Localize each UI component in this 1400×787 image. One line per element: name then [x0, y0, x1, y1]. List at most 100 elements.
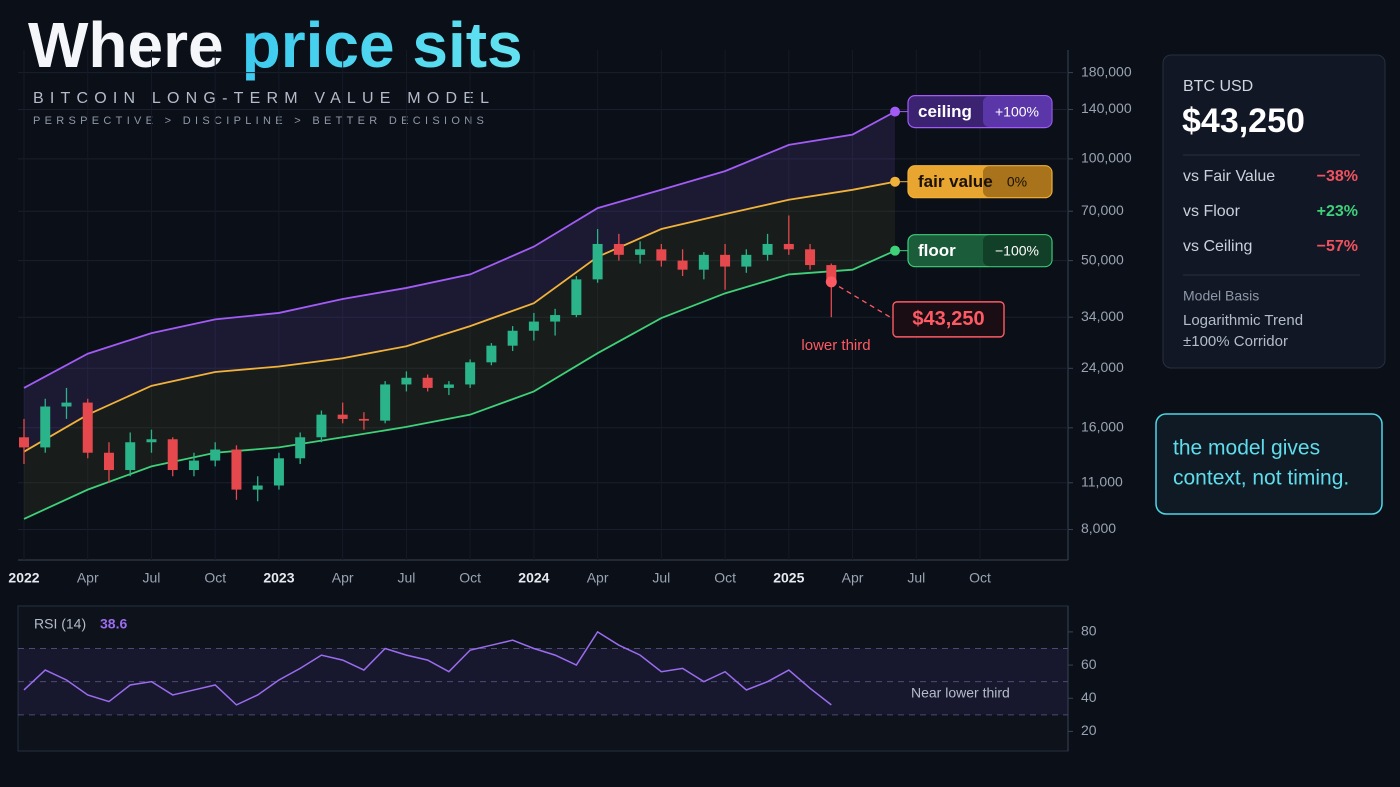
candle-body — [231, 449, 242, 490]
note-box — [1155, 413, 1383, 515]
basis-line: Logarithmic Trend — [1183, 312, 1303, 329]
pill-seg — [983, 96, 1052, 128]
x-tick-label: Oct — [459, 570, 481, 586]
pill-name: ceiling — [918, 102, 972, 121]
pill-tag: 0% — [1007, 173, 1027, 189]
y-tick-label: 80 — [1081, 623, 1097, 639]
tagline: PERSPECTIVE > DISCIPLINE > BETTER DECISI… — [33, 115, 488, 127]
y-tick-label: 180,000 — [1081, 63, 1132, 79]
callout-line — [830, 281, 894, 320]
row-value: −38% — [1317, 168, 1358, 185]
x-tick-label: Apr — [332, 570, 354, 586]
candle-body — [507, 330, 518, 346]
basis-title: Model Basis — [1183, 288, 1259, 304]
x-tick-label: Apr — [587, 570, 609, 586]
candle-body — [61, 402, 72, 407]
candle-body — [741, 254, 752, 267]
x-tick-label: Jul — [907, 570, 925, 586]
price: $43,250 — [1182, 102, 1305, 140]
x-tick-label: Oct — [714, 570, 736, 586]
row-value: −57% — [1317, 238, 1358, 255]
y-tick-label: 8,000 — [1081, 520, 1116, 536]
pill-name: fair value — [918, 172, 993, 191]
y-tick-label: 70,000 — [1081, 202, 1124, 218]
x-tick-label: 2024 — [518, 570, 549, 586]
candle-body — [167, 439, 178, 471]
band-line — [23, 180, 896, 453]
candle-body — [465, 362, 476, 385]
candle-body — [19, 437, 29, 448]
rsi-title: RSI (14) — [34, 616, 86, 632]
rsi-panel — [17, 605, 1069, 752]
candle-body — [380, 384, 391, 421]
candle-body — [635, 249, 646, 255]
candle-body — [252, 485, 263, 490]
price-dot — [825, 276, 837, 288]
pill-name: floor — [918, 241, 956, 260]
y-tick-label: 11,000 — [1081, 473, 1123, 489]
callout-note: lower third — [801, 337, 870, 354]
callout-label: $43,250 — [912, 308, 984, 330]
candle-body — [337, 414, 348, 419]
note-line: the model gives — [1173, 437, 1320, 460]
candle-body — [295, 437, 306, 459]
x-tick-label: Apr — [842, 570, 864, 586]
candle-body — [783, 243, 794, 250]
candle-body — [273, 458, 284, 486]
y-tick-label: 40 — [1081, 689, 1097, 705]
candle-body — [125, 442, 136, 471]
pill-tag: +100% — [995, 103, 1039, 119]
row-label: vs Ceiling — [1183, 238, 1252, 255]
basis-line: ±100% Corridor — [1183, 333, 1288, 350]
rsi-annotation: Near lower third — [911, 685, 1010, 701]
candle-body — [40, 406, 51, 448]
y-tick-label: 34,000 — [1081, 308, 1124, 324]
band-end — [890, 245, 901, 256]
pair: BTC USD — [1183, 78, 1253, 95]
candle-body — [528, 321, 539, 331]
y-tick-label: 140,000 — [1081, 100, 1132, 116]
candle-body — [210, 449, 221, 461]
row-value: +23% — [1317, 203, 1358, 220]
row-label: vs Floor — [1183, 203, 1241, 220]
title-lead: Where — [28, 9, 224, 81]
y-tick-label: 50,000 — [1081, 251, 1124, 267]
candle-body — [358, 418, 369, 421]
candle-body — [146, 439, 157, 443]
candle-body — [188, 460, 199, 471]
candle-body — [656, 249, 667, 261]
y-tick-label: 60 — [1081, 656, 1097, 672]
info-panel — [1162, 54, 1386, 369]
note-line: context, not timing. — [1173, 467, 1349, 490]
x-tick-label: Oct — [204, 570, 226, 586]
candle-body — [316, 414, 327, 438]
title: Where price sits — [28, 9, 523, 81]
row-label: vs Fair Value — [1183, 168, 1275, 185]
x-tick-label: 2025 — [773, 570, 804, 586]
candle-body — [571, 279, 582, 316]
candle-body — [720, 254, 731, 267]
x-tick-label: Jul — [397, 570, 415, 586]
rsi-current: 38.6 — [100, 616, 127, 632]
candle-body — [103, 452, 114, 471]
x-tick-label: Jul — [652, 570, 670, 586]
candle-body — [486, 345, 497, 363]
y-tick-label: 16,000 — [1081, 419, 1124, 435]
candle-body — [762, 243, 773, 255]
x-tick-label: Apr — [77, 570, 99, 586]
pill-tag: −100% — [995, 242, 1039, 258]
callout-box — [892, 301, 1005, 338]
pill-seg — [983, 235, 1052, 267]
subtitle: BITCOIN LONG-TERM VALUE MODEL — [33, 90, 495, 107]
rsi-line — [23, 630, 832, 706]
title-accent: price sits — [242, 9, 523, 81]
band-end — [890, 106, 901, 117]
band-end — [890, 176, 901, 187]
x-tick-label: Oct — [969, 570, 991, 586]
candle-body — [613, 243, 624, 255]
candle-body — [422, 377, 433, 388]
band-line — [23, 110, 896, 389]
y-tick-label: 24,000 — [1081, 359, 1124, 375]
